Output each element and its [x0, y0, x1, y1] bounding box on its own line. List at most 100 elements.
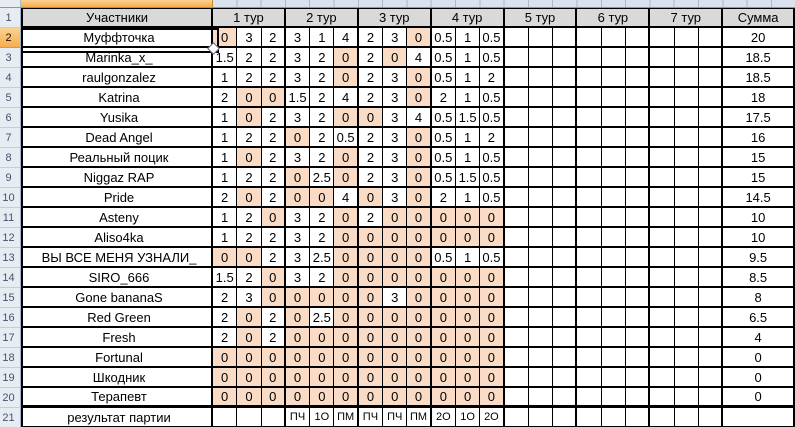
score-cell[interactable]: 0: [455, 228, 481, 248]
score-cell[interactable]: [553, 48, 578, 68]
row-number[interactable]: 8: [0, 148, 21, 168]
score-cell[interactable]: 4: [334, 88, 359, 108]
score-cell[interactable]: 2: [237, 48, 262, 68]
score-cell[interactable]: [528, 328, 554, 348]
score-cell[interactable]: 0.5: [431, 248, 456, 268]
game-result-cell[interactable]: 1О: [310, 408, 335, 427]
score-cell[interactable]: [674, 148, 699, 168]
score-cell[interactable]: [528, 128, 554, 148]
score-cell[interactable]: [698, 228, 724, 248]
score-cell[interactable]: [626, 288, 651, 308]
score-cell[interactable]: 0: [431, 208, 456, 228]
participants-column-header[interactable]: Участники: [21, 8, 213, 28]
score-cell[interactable]: 0: [455, 368, 481, 388]
score-cell[interactable]: 2: [358, 148, 384, 168]
score-cell[interactable]: 0: [358, 108, 384, 128]
score-cell[interactable]: 3: [285, 148, 311, 168]
score-cell[interactable]: [553, 128, 578, 148]
score-cell[interactable]: 2: [310, 208, 335, 228]
game-result-cell[interactable]: ПЧ: [285, 408, 311, 427]
score-cell[interactable]: 3: [237, 288, 262, 308]
score-cell[interactable]: 0: [431, 328, 456, 348]
score-cell[interactable]: 0: [407, 368, 432, 388]
score-cell[interactable]: [504, 388, 529, 408]
score-cell[interactable]: [626, 368, 651, 388]
score-cell[interactable]: [650, 308, 675, 328]
participant-name-cell[interactable]: Fortunal: [21, 348, 213, 368]
score-cell[interactable]: [698, 268, 724, 288]
score-cell[interactable]: [650, 28, 675, 48]
score-cell[interactable]: 0: [285, 348, 311, 368]
score-cell[interactable]: 2: [310, 48, 335, 68]
sum-column-header[interactable]: Сумма: [723, 8, 795, 28]
score-cell[interactable]: [650, 208, 675, 228]
score-cell[interactable]: 0: [310, 188, 335, 208]
score-cell[interactable]: 0: [285, 168, 311, 188]
score-cell[interactable]: 4: [334, 28, 359, 48]
score-cell[interactable]: [553, 68, 578, 88]
row-number[interactable]: 1: [0, 8, 21, 28]
participant-name-cell[interactable]: Red Green: [21, 308, 213, 328]
sum-cell[interactable]: 4: [723, 328, 795, 348]
score-cell[interactable]: 2: [310, 228, 335, 248]
participant-name-cell[interactable]: Fresh: [21, 328, 213, 348]
score-cell[interactable]: [553, 108, 578, 128]
score-cell[interactable]: 1: [455, 248, 481, 268]
score-cell[interactable]: 2: [261, 228, 286, 248]
score-cell[interactable]: [698, 128, 724, 148]
score-cell[interactable]: [674, 228, 699, 248]
score-cell[interactable]: 2: [261, 48, 286, 68]
participant-name-cell[interactable]: Терапевт: [21, 388, 213, 408]
row-number[interactable]: 19: [0, 368, 21, 388]
row-number[interactable]: 18: [0, 348, 21, 368]
score-cell[interactable]: [528, 88, 554, 108]
sum-cell[interactable]: 18: [723, 88, 795, 108]
score-cell[interactable]: 2: [261, 28, 286, 48]
score-cell[interactable]: 0: [407, 268, 432, 288]
round-header-2[interactable]: 2 тур: [285, 8, 359, 28]
sum-cell[interactable]: 9.5: [723, 248, 795, 268]
score-cell[interactable]: [626, 348, 651, 368]
score-cell[interactable]: 0: [480, 368, 505, 388]
game-result-cell[interactable]: [626, 408, 651, 427]
score-cell[interactable]: 0: [285, 188, 311, 208]
score-cell[interactable]: [577, 248, 602, 268]
score-cell[interactable]: 0: [383, 48, 408, 68]
score-cell[interactable]: 0: [383, 308, 408, 328]
score-cell[interactable]: [698, 208, 724, 228]
score-cell[interactable]: 2: [213, 308, 238, 328]
score-cell[interactable]: [577, 188, 602, 208]
score-cell[interactable]: 0: [431, 348, 456, 368]
score-cell[interactable]: 1: [455, 28, 481, 48]
score-cell[interactable]: [601, 288, 627, 308]
score-cell[interactable]: 0: [455, 388, 481, 408]
row-number[interactable]: 12: [0, 228, 21, 248]
score-cell[interactable]: 3: [383, 288, 408, 308]
score-cell[interactable]: [674, 388, 699, 408]
score-cell[interactable]: [626, 328, 651, 348]
score-cell[interactable]: [650, 128, 675, 148]
score-cell[interactable]: 0: [455, 328, 481, 348]
score-cell[interactable]: [650, 108, 675, 128]
sum-cell[interactable]: 10: [723, 228, 795, 248]
score-cell[interactable]: [577, 68, 602, 88]
score-cell[interactable]: 0: [358, 188, 384, 208]
score-cell[interactable]: [528, 68, 554, 88]
score-cell[interactable]: 3: [383, 168, 408, 188]
score-cell[interactable]: 0: [358, 328, 384, 348]
score-cell[interactable]: 1.5: [455, 168, 481, 188]
score-cell[interactable]: 0: [261, 368, 286, 388]
row-number[interactable]: 13: [0, 248, 21, 268]
row-number[interactable]: 7: [0, 128, 21, 148]
score-cell[interactable]: [553, 208, 578, 228]
game-result-cell[interactable]: [577, 408, 602, 427]
score-cell[interactable]: [504, 168, 529, 188]
score-cell[interactable]: 2: [261, 148, 286, 168]
row-number[interactable]: 21: [0, 408, 21, 427]
round-header-5[interactable]: 5 тур: [504, 8, 578, 28]
score-cell[interactable]: [601, 208, 627, 228]
score-cell[interactable]: 4: [334, 188, 359, 208]
game-result-cell[interactable]: [674, 408, 699, 427]
selected-column-header[interactable]: [21, 0, 213, 7]
score-cell[interactable]: [553, 348, 578, 368]
